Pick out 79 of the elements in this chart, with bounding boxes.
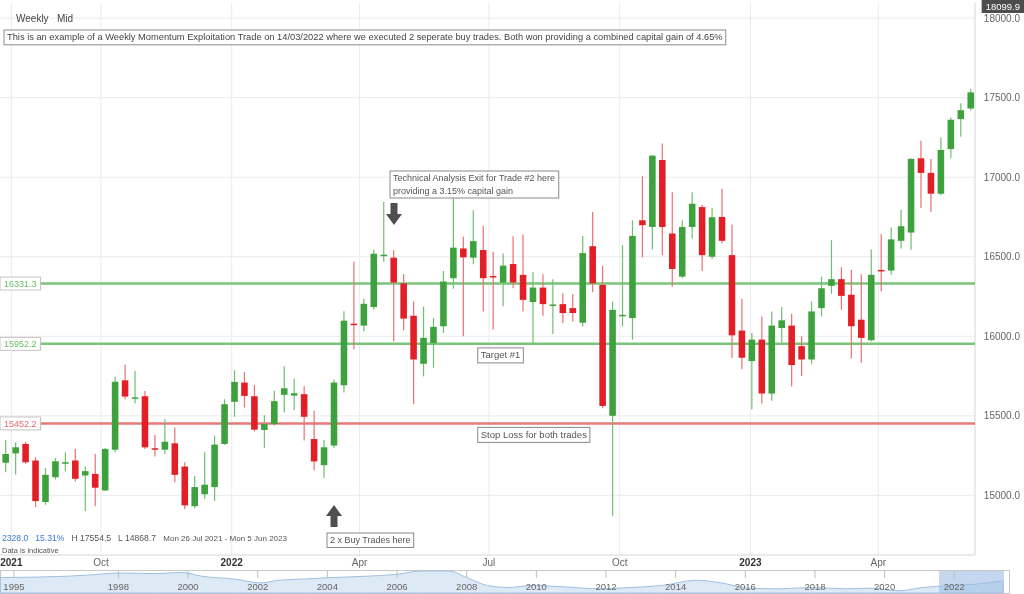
- candlestick: [72, 448, 79, 482]
- x-tick-label: 2021: [0, 557, 23, 568]
- annotation: 2 x Buy Trades here: [330, 535, 411, 545]
- candlestick: [191, 475, 198, 510]
- annotation: L 14868.7: [118, 533, 157, 543]
- y-tick-label: 18000.0: [983, 12, 1021, 24]
- candlestick: [838, 266, 845, 311]
- text: 18099.9: [985, 1, 1020, 12]
- candlestick: [470, 209, 477, 265]
- candlestick: [360, 298, 368, 332]
- x-tick-label: 2022: [943, 581, 965, 592]
- candlestick: [718, 188, 726, 245]
- x-tick-label: Jul: [482, 557, 496, 568]
- candlestick: [290, 377, 298, 411]
- candlestick: [151, 434, 159, 458]
- candlestick: [927, 158, 935, 213]
- x-tick-label: 2018: [804, 581, 826, 592]
- x-tick-label: Oct: [93, 557, 109, 568]
- y-tick-label: 16500.0: [983, 251, 1021, 263]
- candlestick: [280, 365, 288, 414]
- candlestick: [231, 369, 238, 418]
- candlestick: [81, 465, 89, 512]
- candlestick: [897, 209, 905, 250]
- candlestick: [131, 370, 139, 405]
- annotation: This is an example of a Weekly Momentum Exploitation Trade on 14/03/2022 where we executed 2 seperate buy trades. Both won providing a combined capital gain of 4.65%: [7, 32, 723, 43]
- x-tick-label: 2002: [247, 581, 269, 592]
- candlestick: [12, 441, 19, 476]
- candlestick: [121, 363, 129, 400]
- x-tick-label: 2008: [456, 581, 478, 592]
- candlestick: [559, 292, 567, 324]
- candlestick: [241, 371, 248, 409]
- ref-line-label: 16331.3: [3, 278, 37, 289]
- candlestick: [261, 414, 268, 449]
- x-tick-label: 2012: [595, 581, 617, 592]
- x-tick-label: Apr: [870, 557, 887, 568]
- candlestick: [22, 441, 29, 465]
- x-tick-label: 1998: [107, 581, 129, 592]
- x-tick-label: Oct: [611, 557, 628, 568]
- candlestick: [271, 390, 278, 427]
- candlestick: [161, 418, 169, 455]
- candlestick: [957, 102, 965, 138]
- annotation: 2328.0: [2, 533, 29, 543]
- annotation: Weekly: [16, 13, 49, 24]
- x-tick-label: 2023: [739, 557, 762, 568]
- y-tick-label: 16000.0: [983, 330, 1021, 342]
- x-tick-label: 2020: [874, 581, 896, 592]
- candlestick: [798, 335, 805, 377]
- annotation: Mon 26 Jul 2021 - Mon 5 Jun 2023: [163, 534, 288, 543]
- annotation: H 17554.5: [71, 533, 112, 543]
- candlestick: [52, 457, 59, 481]
- candlestick: [62, 451, 69, 472]
- x-tick-label: 2006: [386, 581, 408, 592]
- y-tick-label: 17000.0: [983, 171, 1021, 183]
- x-tick-label: Apr: [351, 557, 369, 568]
- x-tick-label: 2004: [316, 581, 338, 592]
- candlestick: [2, 439, 9, 473]
- annotation: Mid: [57, 13, 74, 24]
- x-tick-label: 1995: [3, 581, 25, 592]
- y-tick-label: 17500.0: [983, 92, 1021, 104]
- x-tick-label: 2014: [665, 581, 687, 592]
- y-tick-label: 15000.0: [983, 489, 1021, 501]
- x-tick-label: 2016: [734, 581, 756, 592]
- ref-line-label: 15452.2: [3, 418, 37, 429]
- candlestick: [201, 451, 208, 500]
- x-tick-label: 2022: [220, 557, 244, 568]
- candlestick: [967, 88, 975, 111]
- candlestick: [569, 293, 577, 323]
- annotation: 15.31%: [35, 533, 65, 543]
- candlestick: [917, 140, 925, 209]
- candlestick: [639, 175, 646, 258]
- candlestick: [91, 453, 99, 507]
- candlestick: [460, 236, 467, 337]
- x-tick-label: 2010: [525, 581, 547, 592]
- candlestick: [688, 191, 696, 240]
- x-tick-label: 2000: [177, 581, 199, 592]
- candlestick: [858, 273, 865, 364]
- y-tick-label: 15500.0: [983, 410, 1021, 422]
- ref-line-label: 15952.2: [3, 339, 37, 350]
- candlestick: [320, 439, 328, 479]
